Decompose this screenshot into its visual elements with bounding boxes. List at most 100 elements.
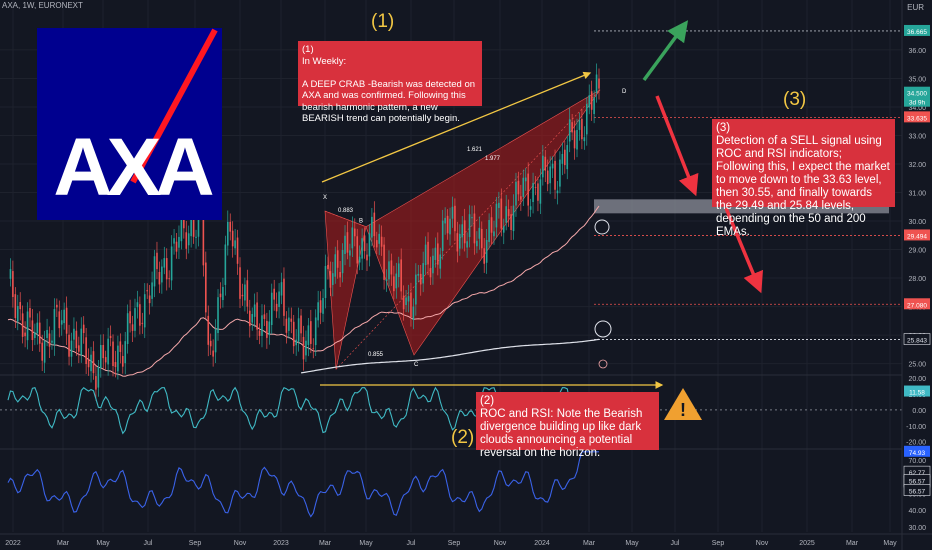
x-tick-label: May — [96, 540, 110, 547]
candle-body — [554, 160, 556, 190]
bearish-arrow-1 — [655, 95, 699, 197]
candle-body — [236, 237, 239, 264]
candle-body — [327, 265, 329, 270]
candle-body — [280, 282, 283, 296]
candle-body — [21, 313, 24, 337]
candle-body — [192, 217, 195, 237]
candle-body — [244, 284, 246, 301]
candle-body — [456, 233, 459, 252]
currency-label[interactable]: EUR — [907, 3, 924, 12]
candle-body — [556, 190, 559, 194]
candle-body — [222, 286, 224, 301]
candle-body — [48, 333, 51, 347]
candle-body — [407, 296, 410, 302]
candle-body — [522, 177, 525, 197]
candle-body — [395, 273, 398, 289]
x-tick-label: 2022 — [5, 540, 21, 547]
y-tick-label: 33.00 — [908, 133, 926, 140]
pattern-line — [335, 89, 601, 370]
rsi-tag: 74.93 — [909, 450, 926, 457]
pattern-point-d: D — [622, 89, 627, 95]
candle-body — [432, 255, 434, 274]
price-tag: 29.494 — [907, 233, 927, 240]
roc-tag: 11.58 — [909, 390, 925, 397]
price-tag-bg — [903, 333, 931, 345]
candle-body — [190, 219, 192, 237]
candle-body — [358, 256, 361, 263]
candle-body — [56, 304, 58, 308]
candle-body — [226, 221, 229, 246]
candle-body — [495, 203, 498, 228]
candle-body — [410, 292, 412, 318]
candle-body — [573, 130, 576, 149]
axa-logo-text: AXA — [53, 122, 213, 213]
y-tick-label: 36.00 — [908, 48, 926, 55]
candle-body — [87, 359, 90, 368]
candle-body — [517, 180, 520, 195]
axa-logo-box — [37, 28, 222, 220]
y-tick-label: 28.00 — [908, 276, 926, 283]
roc-tick-label: 0.00 — [912, 408, 926, 415]
candle-body — [434, 247, 437, 260]
x-tick-label: Mar — [57, 540, 70, 547]
rsi-tag-bg — [903, 484, 931, 496]
candle-body — [510, 214, 512, 230]
candle-body — [253, 304, 256, 317]
pattern-line — [324, 210, 367, 227]
candle-body — [261, 315, 263, 336]
candle-body — [310, 321, 312, 344]
candle-body — [131, 324, 134, 331]
candle-body — [143, 294, 146, 328]
candle-body — [319, 300, 322, 313]
ratio-label: 1.977 — [485, 156, 501, 162]
candle-body — [559, 159, 561, 187]
candle-body — [126, 313, 129, 344]
y-tick-label: 35.00 — [908, 76, 926, 83]
candle-body — [117, 345, 119, 372]
x-tick-label: Sep — [712, 540, 725, 547]
warning-triangle-icon — [664, 388, 702, 420]
candle-body — [454, 205, 456, 232]
candle-body — [344, 235, 346, 255]
pattern-point-x: X — [323, 195, 327, 201]
y-tick-label: 25.00 — [908, 362, 926, 369]
ratio-label: 0.855 — [368, 352, 384, 358]
candle-body — [388, 261, 390, 280]
candle-body — [212, 350, 214, 357]
candle-body — [58, 311, 61, 329]
candle-body — [114, 362, 117, 368]
x-tick-label: Jul — [671, 540, 680, 547]
candle-body — [527, 173, 529, 206]
candle-body — [290, 318, 293, 322]
candle-body — [524, 177, 527, 182]
candle-body — [239, 267, 241, 299]
candle-body — [68, 334, 70, 357]
candle-body — [412, 306, 415, 320]
note-sell-signal: (3) Detection of a SELL signal using ROC… — [712, 119, 895, 238]
candle-body — [585, 104, 588, 135]
warning-mark: ! — [680, 400, 686, 420]
candle-body — [595, 74, 598, 93]
candle-body — [488, 220, 490, 242]
label-num3: (3) — [783, 89, 807, 110]
candle-body — [400, 259, 402, 292]
x-tick-label: Sep — [189, 540, 202, 547]
candle-body — [175, 241, 178, 252]
candle-body — [380, 236, 383, 247]
candle-body — [36, 322, 39, 334]
candle-body — [121, 355, 124, 367]
candle-body — [539, 179, 542, 204]
candle-body — [468, 214, 471, 238]
candle-body — [65, 307, 68, 334]
candle-body — [153, 256, 156, 287]
candle-body — [317, 302, 319, 321]
candle-body — [195, 236, 197, 238]
symbol-title[interactable]: AXA, 1W, EURONEXT — [2, 1, 83, 10]
x-tick-label: Mar — [583, 540, 596, 547]
candle-body — [551, 163, 554, 169]
candle-body — [14, 294, 17, 319]
candle-body — [165, 258, 168, 280]
candle-body — [439, 254, 442, 269]
candle-body — [417, 273, 420, 276]
candle-body — [151, 282, 153, 299]
